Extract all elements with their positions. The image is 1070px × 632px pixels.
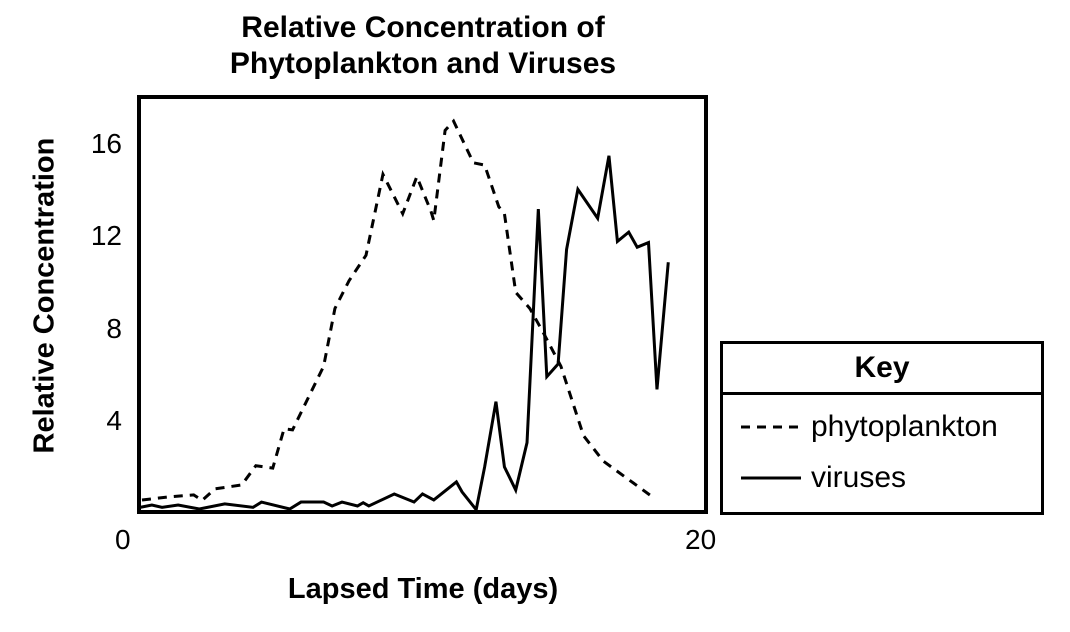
- y-tick-label-16: 16: [90, 128, 122, 159]
- legend-title: Key: [723, 344, 1041, 395]
- x-tick-label-20: 20: [685, 524, 717, 555]
- plot-frame: [137, 95, 708, 514]
- series-line-phytoplankton: [141, 118, 656, 503]
- legend-label-phytoplankton: phytoplankton: [811, 410, 998, 443]
- y-tick-label-4: 4: [106, 405, 122, 436]
- y-axis-title: Relative Concentration: [28, 137, 61, 454]
- solid-line-icon: [741, 476, 801, 480]
- legend-entry-viruses: viruses: [739, 461, 906, 495]
- legend: Key phytoplankton viruses: [720, 341, 1044, 515]
- dashed-line-icon: [741, 425, 803, 429]
- chart-title-line-1: Relative Concentration of: [241, 11, 605, 44]
- y-tick-label-8: 8: [106, 313, 122, 344]
- chart-title: Relative Concentration of Phytoplankton …: [140, 10, 706, 82]
- legend-label-viruses: viruses: [811, 461, 907, 494]
- x-axis-title: Lapsed Time (days): [287, 573, 559, 605]
- x-tick-label-0: 0: [115, 524, 131, 555]
- series-line-viruses: [139, 155, 670, 514]
- y-tick-label-12: 12: [90, 220, 122, 251]
- chart-title-line-2: Phytoplankton and Viruses: [229, 47, 617, 80]
- legend-entry-phytoplankton: phytoplankton: [739, 410, 998, 444]
